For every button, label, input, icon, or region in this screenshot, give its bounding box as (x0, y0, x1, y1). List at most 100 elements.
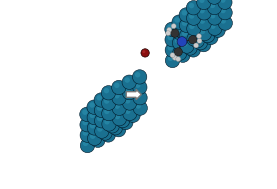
Circle shape (135, 72, 140, 77)
Circle shape (175, 38, 180, 43)
Circle shape (111, 122, 126, 137)
Circle shape (218, 5, 232, 20)
Circle shape (104, 98, 109, 104)
Circle shape (118, 84, 132, 98)
Circle shape (186, 32, 200, 47)
Circle shape (172, 36, 187, 50)
Circle shape (90, 112, 105, 127)
Circle shape (199, 19, 204, 24)
Circle shape (172, 15, 186, 29)
Circle shape (125, 108, 130, 114)
Circle shape (196, 38, 201, 43)
Circle shape (189, 3, 194, 8)
Circle shape (165, 43, 179, 57)
Circle shape (102, 117, 116, 131)
Circle shape (189, 24, 195, 29)
Circle shape (97, 95, 112, 109)
Circle shape (175, 27, 190, 42)
Circle shape (197, 26, 212, 41)
Circle shape (119, 115, 133, 130)
Circle shape (189, 13, 194, 19)
Circle shape (107, 90, 112, 95)
Circle shape (90, 123, 95, 129)
Circle shape (114, 104, 119, 109)
Circle shape (178, 50, 184, 56)
Circle shape (87, 110, 101, 125)
Circle shape (193, 36, 198, 41)
Circle shape (207, 0, 222, 4)
Circle shape (213, 5, 218, 10)
Circle shape (203, 0, 217, 13)
Circle shape (167, 24, 173, 30)
Circle shape (186, 1, 201, 15)
Circle shape (196, 27, 211, 41)
Circle shape (128, 110, 134, 116)
Circle shape (220, 0, 225, 3)
Circle shape (120, 86, 126, 92)
Circle shape (111, 91, 125, 106)
Circle shape (115, 114, 120, 119)
Circle shape (188, 24, 194, 30)
Circle shape (93, 135, 99, 141)
Circle shape (218, 0, 232, 9)
Circle shape (196, 6, 210, 21)
Circle shape (175, 17, 180, 23)
Circle shape (102, 106, 116, 121)
Circle shape (199, 8, 205, 13)
Circle shape (135, 82, 140, 88)
Circle shape (199, 40, 204, 45)
Circle shape (178, 19, 183, 25)
Circle shape (101, 107, 115, 121)
Circle shape (168, 45, 173, 51)
Circle shape (167, 35, 173, 40)
Circle shape (206, 12, 211, 17)
Circle shape (182, 10, 197, 24)
Circle shape (119, 105, 133, 119)
Circle shape (83, 130, 88, 136)
Circle shape (185, 43, 191, 49)
Circle shape (128, 90, 133, 95)
Circle shape (133, 101, 147, 115)
Circle shape (213, 25, 219, 31)
Circle shape (195, 7, 201, 12)
Circle shape (203, 31, 208, 36)
Circle shape (133, 91, 147, 105)
Circle shape (207, 11, 222, 25)
Circle shape (113, 94, 119, 99)
Circle shape (220, 18, 226, 24)
Circle shape (208, 21, 222, 36)
Circle shape (210, 3, 215, 8)
Circle shape (189, 45, 194, 50)
Circle shape (122, 96, 137, 110)
Circle shape (114, 103, 120, 109)
Circle shape (167, 27, 172, 32)
Circle shape (179, 18, 194, 33)
Circle shape (182, 31, 188, 36)
Circle shape (175, 48, 180, 54)
Circle shape (125, 88, 130, 93)
Circle shape (186, 12, 200, 26)
Circle shape (111, 102, 125, 116)
Circle shape (112, 91, 126, 105)
Circle shape (200, 29, 205, 34)
Circle shape (104, 119, 110, 125)
Circle shape (101, 128, 116, 142)
Circle shape (100, 97, 105, 102)
Circle shape (179, 8, 194, 22)
Circle shape (171, 24, 176, 29)
Circle shape (82, 109, 88, 115)
Circle shape (97, 126, 102, 132)
Circle shape (82, 120, 88, 125)
Circle shape (182, 41, 188, 47)
Circle shape (176, 57, 181, 62)
Circle shape (121, 97, 126, 102)
Circle shape (206, 22, 211, 28)
Circle shape (103, 99, 108, 104)
Circle shape (125, 98, 130, 104)
Circle shape (196, 34, 201, 39)
Circle shape (89, 113, 95, 118)
Circle shape (220, 8, 226, 13)
Circle shape (210, 23, 216, 29)
Circle shape (101, 96, 116, 110)
Circle shape (197, 38, 202, 43)
